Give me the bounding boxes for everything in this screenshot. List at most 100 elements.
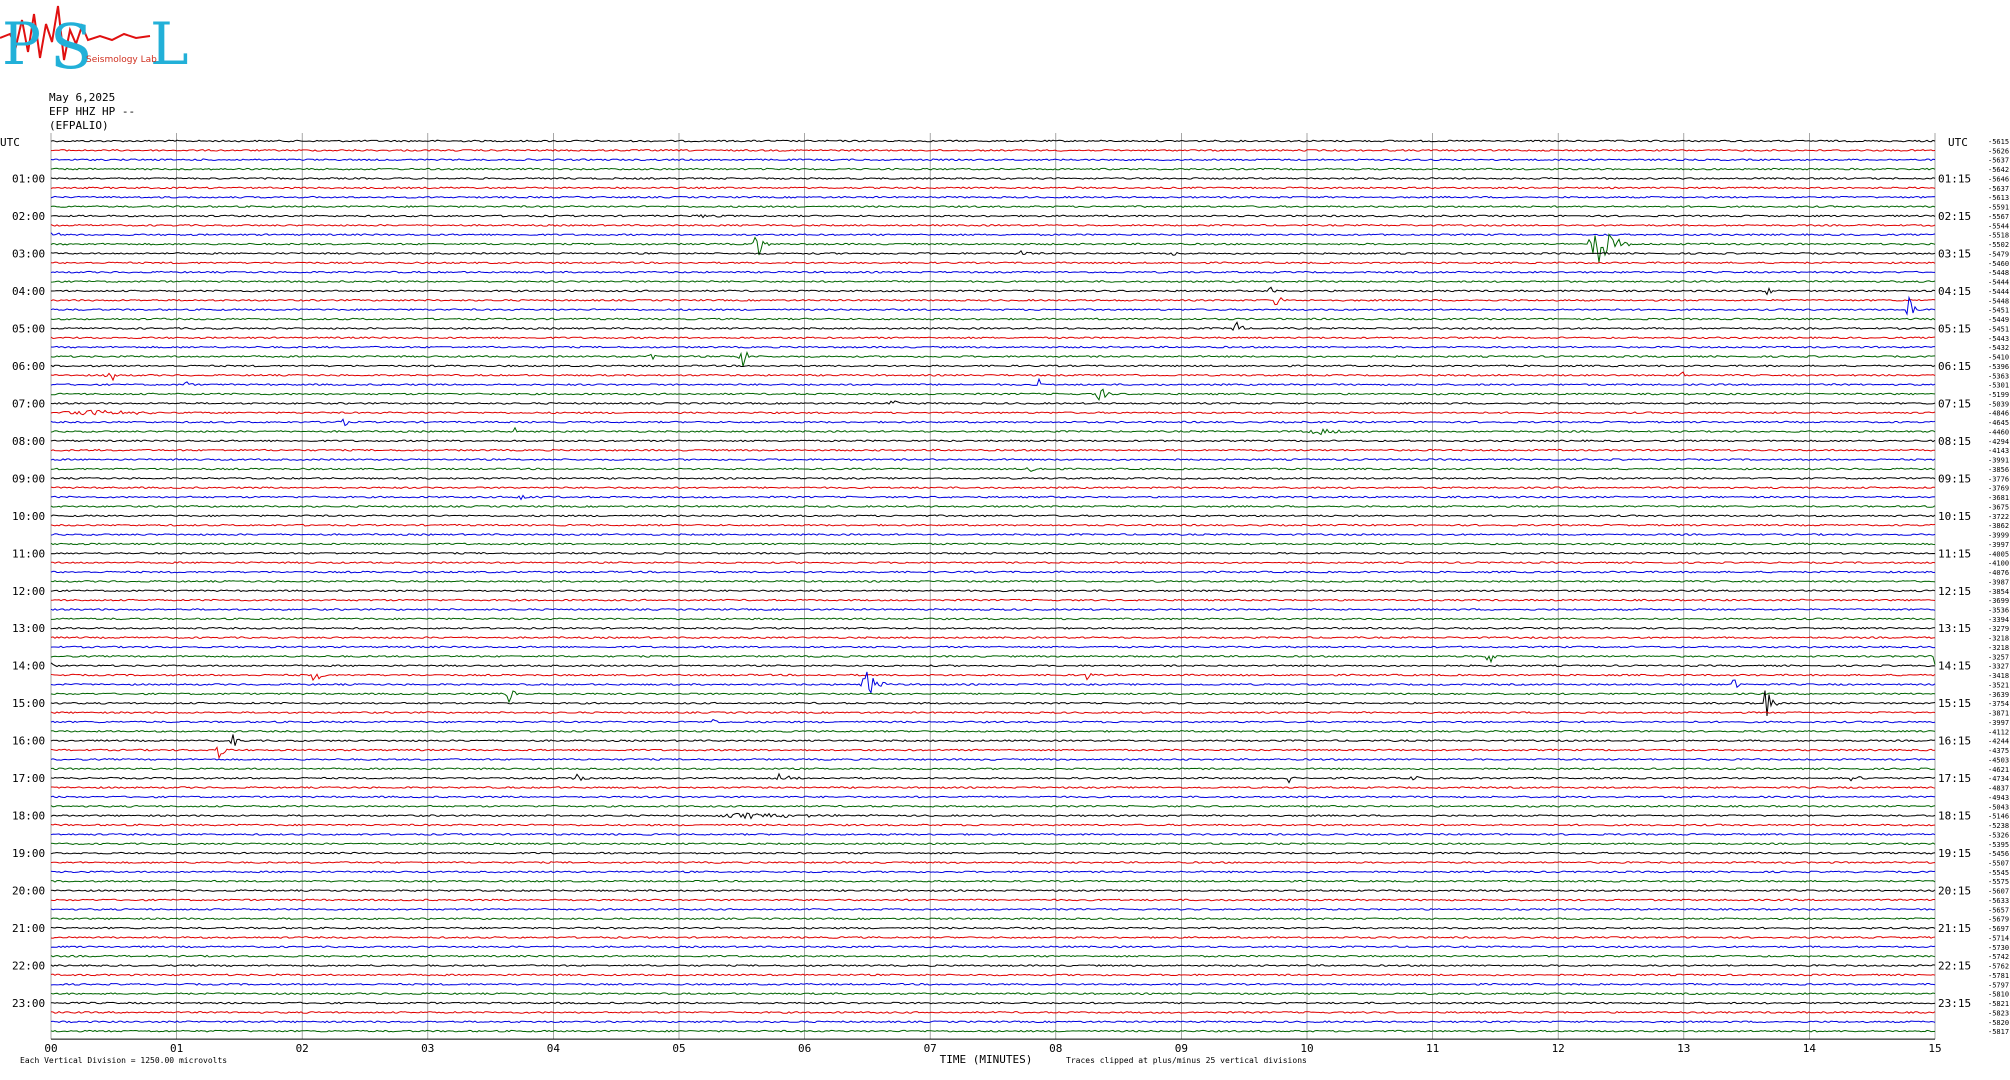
x-tick-label: 13 [1677, 1042, 1690, 1055]
seismic-trace-line [50, 898, 1935, 902]
psl-logo: P S L Seismology Lab [0, 5, 189, 78]
seismic-trace-line [50, 964, 1936, 967]
right-hour-label: 22:15 [1938, 960, 1971, 973]
line-offset-label: -4837 [1988, 785, 2009, 793]
x-tick-label: 08 [1049, 1042, 1062, 1055]
line-offset-label: -5432 [1988, 344, 2009, 352]
seismic-trace-line [50, 851, 1936, 855]
line-offset-label: -5451 [1988, 325, 2009, 333]
seismic-trace-line [50, 772, 1936, 784]
seismic-trace-line [50, 186, 1936, 190]
line-offset-label: -5460 [1988, 260, 2009, 268]
line-offset-label: -3769 [1988, 485, 2009, 493]
line-offset-label: -3854 [1988, 588, 2009, 596]
line-offset-label: -5199 [1988, 391, 2009, 399]
seismic-trace-line [50, 690, 1936, 717]
line-offset-label: -3639 [1988, 691, 2009, 699]
seismic-trace-line [50, 1011, 1936, 1014]
line-offset-label: -5591 [1988, 204, 2009, 212]
right-axis-title: UTC [1948, 136, 1968, 149]
seismic-trace-line [50, 388, 1936, 401]
seismic-trace-line [50, 982, 1936, 986]
seismic-trace-line [50, 439, 1936, 443]
x-tick-label: 02 [296, 1042, 309, 1055]
line-offset-label: -5646 [1988, 175, 2009, 183]
line-offset-label: -5456 [1988, 850, 2009, 858]
right-hour-label: 19:15 [1938, 847, 1971, 860]
seismic-trace-line [50, 336, 1936, 340]
seismic-trace-line [50, 889, 1936, 893]
seismic-trace-line [50, 671, 1936, 695]
seismic-trace-line [50, 767, 1936, 771]
seismic-trace-line [50, 321, 1936, 331]
station-label: (EFPALIO) [49, 119, 109, 132]
seismic-trace-line [50, 223, 1936, 227]
line-offset-label: -4375 [1988, 747, 2009, 755]
line-offset-label: -4112 [1988, 728, 2009, 736]
line-offset-label: -5821 [1988, 1000, 2009, 1008]
seismic-trace-line [50, 542, 1936, 546]
line-offset-label: -3754 [1988, 700, 2009, 708]
line-offset-label: -4846 [1988, 410, 2009, 418]
line-offset-label: -5714 [1988, 934, 2009, 942]
seismic-trace-line [50, 418, 1936, 427]
line-offset-label: -3536 [1988, 607, 2009, 615]
seismic-trace-line [50, 746, 1936, 760]
left-hour-label: 04:00 [12, 285, 45, 298]
channel-label: EFP HHZ HP -- [49, 105, 136, 118]
seismic-trace-line [50, 297, 1936, 306]
line-offset-label: -3218 [1988, 635, 2009, 643]
left-hour-label: 22:00 [12, 960, 45, 973]
line-offset-label: -3997 [1988, 719, 2009, 727]
right-hour-label: 20:15 [1938, 885, 1971, 898]
seismic-trace-line [50, 729, 1936, 733]
line-offset-label: -4294 [1988, 438, 2009, 446]
seismic-trace-line [50, 280, 1936, 283]
line-offset-label: -5326 [1988, 831, 2009, 839]
line-offset-label: -3327 [1988, 663, 2009, 671]
seismic-trace-line [50, 579, 1936, 583]
logo-subtitle: Seismology Lab [86, 55, 157, 65]
footer-right-note: Traces clipped at plus/minus 25 vertical… [1066, 1056, 1307, 1065]
line-offset-label: -5626 [1988, 147, 2009, 155]
line-offset-label: -5762 [1988, 963, 2009, 971]
seismic-trace-line [50, 270, 1935, 274]
chart-labels: UTC UTC 01:00 02:00 03:00 04:00 05:00 06:00 07:0… [0, 136, 2009, 1066]
line-offset-label: -5637 [1988, 185, 2009, 193]
seismic-trace-line [50, 645, 1936, 649]
right-hour-label: 18:15 [1938, 810, 1971, 823]
footer-left-note: Each Vertical Division = 1250.00 microvo… [20, 1056, 227, 1065]
left-axis-title: UTC [0, 136, 20, 149]
line-offset-label: -3862 [1988, 522, 2009, 530]
seismic-trace-line [50, 514, 1936, 518]
seismic-trace-line [50, 973, 1936, 977]
x-tick-label: 01 [170, 1042, 183, 1055]
line-offset-label: -3871 [1988, 710, 2009, 718]
line-offset-label: -3279 [1988, 625, 2009, 633]
seismic-trace-line [51, 786, 1936, 789]
right-hour-label: 16:15 [1938, 735, 1971, 748]
line-offset-label: -4076 [1988, 569, 2009, 577]
left-hour-label: 05:00 [12, 322, 45, 335]
seismic-trace-line [50, 261, 1936, 265]
seismic-trace-line [50, 589, 1936, 593]
left-hour-label: 01:00 [12, 172, 45, 185]
line-offset-label: -3856 [1988, 466, 2009, 474]
seismic-trace-line [50, 812, 1936, 820]
line-offset-label: -5823 [1988, 1009, 2009, 1017]
line-offset-label: -3991 [1988, 457, 2009, 465]
seismic-trace-line [50, 523, 1936, 527]
left-hour-label: 06:00 [12, 360, 45, 373]
seismic-trace-line [50, 926, 1936, 930]
left-hour-label: 02:00 [12, 210, 45, 223]
line-offset-label: -5502 [1988, 241, 2009, 249]
left-hour-label: 08:00 [12, 435, 45, 448]
left-hour-label: 14:00 [12, 660, 45, 673]
line-offset-label: -5410 [1988, 354, 2009, 362]
line-offset-label: -3776 [1988, 475, 2009, 483]
line-offset-label: -5518 [1988, 232, 2009, 240]
right-hour-label: 17:15 [1938, 772, 1971, 785]
seismic-trace-line [50, 371, 1936, 382]
right-hour-label: 10:15 [1938, 510, 1971, 523]
line-offset-label: -5615 [1988, 138, 2009, 146]
